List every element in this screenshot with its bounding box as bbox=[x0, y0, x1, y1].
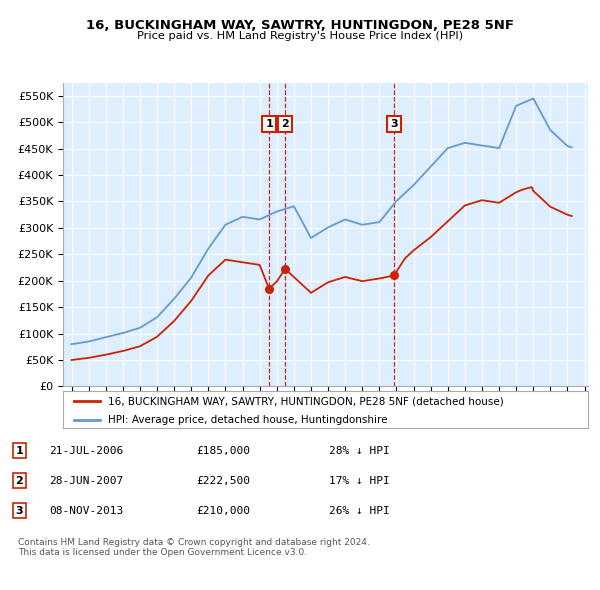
Text: 1: 1 bbox=[16, 445, 23, 455]
Text: £185,000: £185,000 bbox=[196, 445, 250, 455]
Text: 08-NOV-2013: 08-NOV-2013 bbox=[49, 506, 124, 516]
Text: 17% ↓ HPI: 17% ↓ HPI bbox=[329, 476, 389, 486]
Text: 1: 1 bbox=[265, 119, 273, 129]
Text: 21-JUL-2006: 21-JUL-2006 bbox=[49, 445, 124, 455]
Text: 16, BUCKINGHAM WAY, SAWTRY, HUNTINGDON, PE28 5NF: 16, BUCKINGHAM WAY, SAWTRY, HUNTINGDON, … bbox=[86, 19, 514, 32]
Text: HPI: Average price, detached house, Huntingdonshire: HPI: Average price, detached house, Hunt… bbox=[107, 415, 387, 425]
Text: 2: 2 bbox=[16, 476, 23, 486]
Text: £222,500: £222,500 bbox=[196, 476, 250, 486]
Text: Contains HM Land Registry data © Crown copyright and database right 2024.
This d: Contains HM Land Registry data © Crown c… bbox=[18, 538, 370, 558]
Text: 2: 2 bbox=[281, 119, 289, 129]
Text: Price paid vs. HM Land Registry's House Price Index (HPI): Price paid vs. HM Land Registry's House … bbox=[137, 31, 463, 41]
Text: 3: 3 bbox=[390, 119, 398, 129]
Text: £210,000: £210,000 bbox=[196, 506, 250, 516]
Text: 16, BUCKINGHAM WAY, SAWTRY, HUNTINGDON, PE28 5NF (detached house): 16, BUCKINGHAM WAY, SAWTRY, HUNTINGDON, … bbox=[107, 396, 503, 407]
Text: 28% ↓ HPI: 28% ↓ HPI bbox=[329, 445, 389, 455]
Text: 3: 3 bbox=[16, 506, 23, 516]
Text: 28-JUN-2007: 28-JUN-2007 bbox=[49, 476, 124, 486]
Text: 26% ↓ HPI: 26% ↓ HPI bbox=[329, 506, 389, 516]
